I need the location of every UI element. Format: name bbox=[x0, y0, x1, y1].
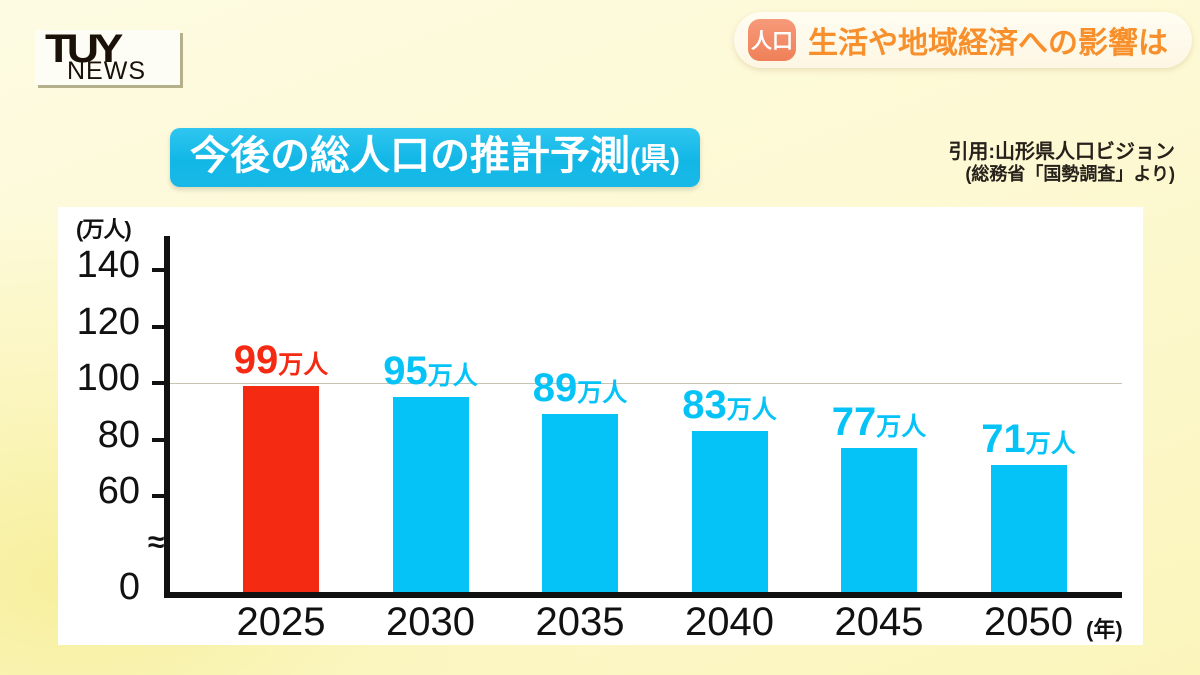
source-line-1: 引用:山形県人口ビジョン bbox=[948, 141, 1175, 163]
chart-title-main: 今後の総人口の推計予測 bbox=[190, 134, 630, 178]
y-tick-label: 60 bbox=[97, 470, 140, 513]
bar-2035 bbox=[542, 414, 618, 592]
x-axis-label-2040: 2040 bbox=[685, 600, 774, 644]
chart-title-suffix: (県) bbox=[630, 143, 680, 176]
bar-value-number: 99 bbox=[233, 337, 279, 382]
source-line-2: (総務省「国勢調査」より) bbox=[965, 164, 1175, 185]
chart-title-banner: 今後の総人口の推計予測(県) bbox=[170, 128, 700, 187]
y-tick-label: 140 bbox=[76, 244, 140, 286]
bar-value-label-2040: 83万人 bbox=[682, 385, 777, 425]
bar-value-unit: 万人 bbox=[876, 413, 927, 442]
plot-area: 99万人 95万人 89万人 83万人 77万人 71万人 bbox=[164, 236, 1122, 592]
tuy-news-logo: TUY NEWS bbox=[35, 27, 180, 85]
chart-title-text: 今後の総人口の推計予測(県) bbox=[190, 135, 680, 177]
bar-group: 83万人 bbox=[682, 236, 777, 592]
bar-group: 89万人 bbox=[533, 236, 627, 592]
y-tick-label-zero: 0 bbox=[118, 566, 140, 608]
bar-value-number: 89 bbox=[532, 366, 578, 411]
bar-2030 bbox=[392, 397, 469, 592]
bar-value-label-2045: 77万人 bbox=[832, 402, 927, 442]
x-axis-label-2045: 2045 bbox=[834, 600, 924, 644]
y-tick-mark bbox=[152, 494, 166, 499]
topic-headline: 生活や地域経済への影響は bbox=[808, 27, 1168, 60]
y-tick-label: 120 bbox=[76, 300, 140, 343]
gridline-100 bbox=[170, 383, 1122, 384]
bar-value-label-2030: 95万人 bbox=[383, 351, 478, 391]
y-tick-label: 100 bbox=[76, 357, 140, 400]
bar-value-unit: 万人 bbox=[577, 379, 628, 408]
x-axis-label-2025: 2025 bbox=[236, 600, 326, 644]
topic-banner: 人口 生活や地域経済への影響は bbox=[734, 12, 1192, 68]
bar-2045 bbox=[841, 448, 917, 592]
logo-tuy-text: TUY bbox=[45, 27, 123, 71]
bar-group: 71万人 bbox=[981, 236, 1076, 592]
y-tick-mark bbox=[152, 381, 166, 386]
axis-break-marker: ≈ bbox=[148, 526, 165, 559]
bar-2050 bbox=[990, 465, 1067, 592]
y-tick-label: 80 bbox=[97, 413, 140, 456]
bar-value-unit: 万人 bbox=[726, 396, 777, 425]
y-axis-line bbox=[164, 236, 170, 598]
bar-value-label-2035: 89万人 bbox=[533, 368, 628, 408]
y-axis-unit-label: (万人) bbox=[76, 217, 132, 242]
x-axis-label-2030: 2030 bbox=[386, 600, 475, 644]
x-axis-unit-label: (年) bbox=[1086, 617, 1123, 642]
bar-group: 95万人 bbox=[383, 236, 478, 592]
bar-value-unit: 万人 bbox=[427, 362, 478, 391]
bar-value-number: 83 bbox=[682, 383, 727, 428]
bar-group: 77万人 bbox=[832, 236, 926, 592]
bar-value-label-2025: 99万人 bbox=[234, 340, 329, 380]
y-tick-mark bbox=[152, 437, 166, 442]
y-tick-mark bbox=[152, 324, 166, 329]
bar-2025 bbox=[243, 385, 319, 592]
topic-badge: 人口 bbox=[748, 19, 796, 61]
x-axis-line bbox=[164, 592, 1122, 598]
source-attribution: 引用:山形県人口ビジョン (総務省「国勢調査」より) bbox=[875, 140, 1175, 186]
bar-value-number: 77 bbox=[831, 400, 877, 445]
logo-news-text: NEWS bbox=[67, 57, 146, 85]
bar-value-label-2050: 71万人 bbox=[981, 419, 1076, 459]
bar-group: 99万人 bbox=[234, 236, 328, 592]
x-axis-label-2035: 2035 bbox=[535, 600, 625, 644]
bar-value-number: 95 bbox=[383, 349, 428, 394]
x-axis-label-2050: 2050 bbox=[984, 600, 1073, 644]
bar-value-number: 71 bbox=[981, 417, 1026, 462]
y-tick-mark bbox=[152, 268, 166, 272]
bar-value-unit: 万人 bbox=[1025, 430, 1076, 459]
bar-value-unit: 万人 bbox=[278, 350, 329, 379]
bar-2040 bbox=[691, 431, 768, 592]
